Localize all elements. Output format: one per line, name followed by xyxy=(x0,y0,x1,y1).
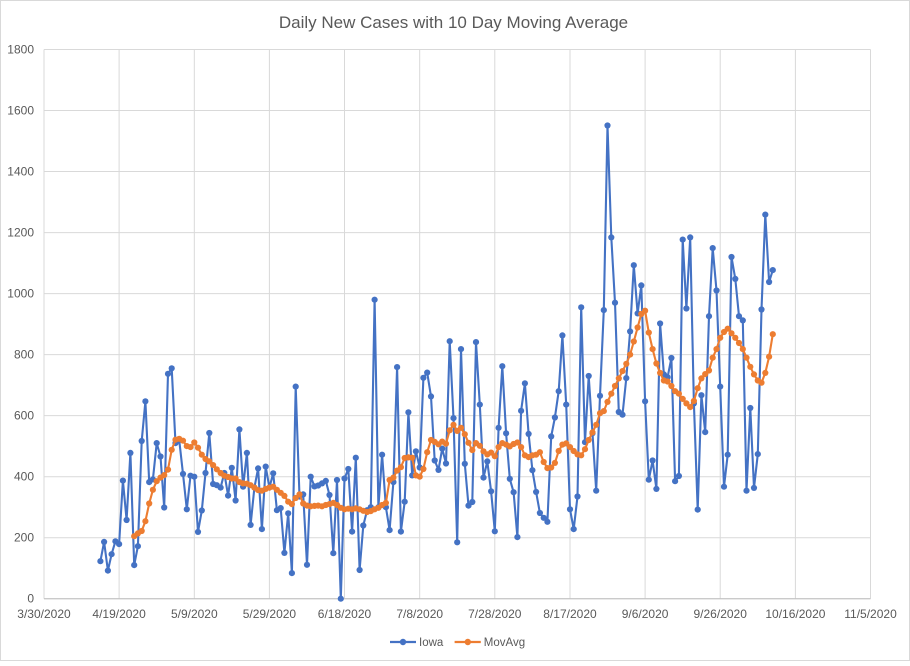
svg-text:7/8/2020: 7/8/2020 xyxy=(396,607,443,621)
svg-text:MovAvg: MovAvg xyxy=(484,637,525,649)
svg-text:5/29/2020: 5/29/2020 xyxy=(243,607,297,621)
svg-text:1200: 1200 xyxy=(7,226,34,240)
svg-text:1400: 1400 xyxy=(7,165,34,179)
svg-text:4/19/2020: 4/19/2020 xyxy=(92,607,146,621)
svg-text:0: 0 xyxy=(27,592,34,606)
svg-text:3/30/2020: 3/30/2020 xyxy=(17,607,71,621)
svg-text:1000: 1000 xyxy=(7,287,34,301)
svg-text:200: 200 xyxy=(14,531,34,545)
svg-text:Daily New Cases with 10 Day Mo: Daily New Cases with 10 Day Moving Avera… xyxy=(279,13,628,32)
svg-text:400: 400 xyxy=(14,470,34,484)
svg-text:5/9/2020: 5/9/2020 xyxy=(171,607,218,621)
svg-text:1800: 1800 xyxy=(7,43,34,57)
svg-text:1600: 1600 xyxy=(7,104,34,118)
svg-text:11/5/2020: 11/5/2020 xyxy=(844,607,897,621)
svg-text:9/26/2020: 9/26/2020 xyxy=(694,607,748,621)
svg-text:10/16/2020: 10/16/2020 xyxy=(765,607,825,621)
svg-text:8/17/2020: 8/17/2020 xyxy=(543,607,597,621)
svg-text:600: 600 xyxy=(14,409,34,423)
svg-text:800: 800 xyxy=(14,348,34,362)
svg-text:Iowa: Iowa xyxy=(419,637,444,649)
svg-text:6/18/2020: 6/18/2020 xyxy=(318,607,372,621)
svg-text:7/28/2020: 7/28/2020 xyxy=(468,607,522,621)
svg-text:9/6/2020: 9/6/2020 xyxy=(622,607,669,621)
